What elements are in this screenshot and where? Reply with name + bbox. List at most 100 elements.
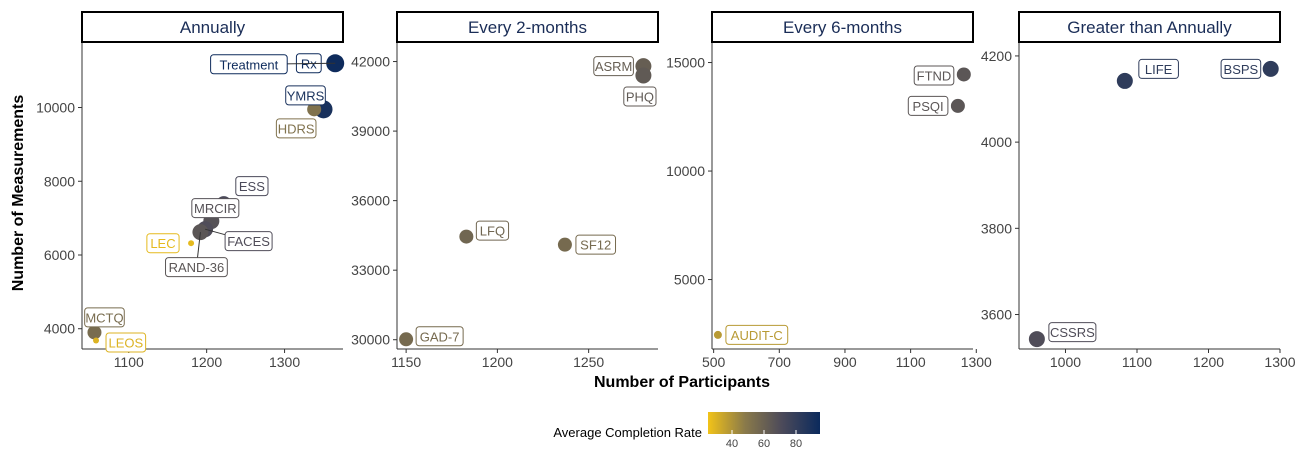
panel-title: Greater than Annually — [1067, 18, 1232, 37]
label-text: LIFE — [1145, 62, 1173, 77]
legend-title: Average Completion Rate — [553, 425, 702, 440]
label-text: BSPS — [1224, 62, 1259, 77]
point-label-ymrs: YMRS — [285, 85, 326, 106]
label-text: GAD-7 — [420, 329, 460, 344]
label-box — [191, 198, 240, 219]
label-box — [913, 65, 955, 86]
point-label-life: LIFE — [1138, 58, 1179, 79]
point-audit-c — [713, 330, 722, 339]
y-tick-label: 4000 — [981, 134, 1012, 150]
label-box — [235, 176, 269, 197]
legend-colorbar — [708, 412, 820, 434]
point-label-faces: FACES — [204, 228, 273, 252]
x-axis-title: Number of Participants — [594, 374, 770, 391]
point-mctq — [87, 325, 102, 340]
label-text: PSQI — [913, 99, 944, 114]
y-tick-label: 36000 — [351, 193, 390, 209]
label-box — [210, 54, 288, 75]
y-tick-label: 3800 — [981, 220, 1012, 236]
point-label-phq: PHQ — [623, 86, 657, 107]
label-box — [105, 332, 147, 353]
y-tick-label: 15000 — [666, 55, 705, 71]
point-label-ftnd: FTND — [913, 65, 955, 86]
label-text: FACES — [227, 234, 270, 249]
label-box — [907, 95, 949, 116]
label-text: ESS — [239, 179, 265, 194]
label-box — [725, 324, 789, 345]
label-box — [146, 233, 180, 254]
point-label-lfq: LFQ — [475, 220, 510, 241]
point-leos — [93, 337, 100, 344]
point-cssrs — [1028, 331, 1045, 348]
label-text: YMRS — [287, 88, 325, 103]
label-box — [224, 231, 273, 252]
panel-strip — [711, 11, 974, 43]
point-label-gad-7: GAD-7 — [415, 326, 464, 347]
x-tick-label: 1200 — [191, 354, 222, 370]
point-phq — [635, 67, 652, 84]
panel-strip — [396, 11, 659, 43]
legend-tick-label: 80 — [790, 438, 802, 450]
label-text: LEOS — [108, 336, 143, 351]
x-tick-label: 1300 — [961, 354, 992, 370]
y-tick-label: 8000 — [44, 173, 75, 189]
point-bsps — [1262, 60, 1279, 77]
point-label-asrm: ASRM — [593, 56, 634, 77]
point-label-mctq: MCTQ — [84, 307, 125, 328]
point-label-leos: LEOS — [105, 332, 147, 353]
x-tick-label: 1100 — [1122, 354, 1152, 370]
point-label-lec: LEC — [146, 233, 180, 254]
legend: Average Completion Rate 40 60 80 — [553, 412, 820, 450]
y-tick-label: 4000 — [44, 321, 75, 337]
label-text: PHQ — [626, 89, 654, 104]
label-text: AUDIT-C — [731, 328, 783, 343]
x-tick-label: 1100 — [896, 354, 926, 370]
panel-title: Every 2-months — [468, 18, 587, 37]
label-text: LFQ — [480, 224, 505, 239]
point-gad-7 — [399, 332, 414, 347]
point-psqi — [950, 98, 965, 113]
y-tick-label: 5000 — [674, 272, 705, 288]
label-box — [593, 56, 634, 77]
x-tick-label: 1100 — [114, 354, 144, 370]
panel-every-6-months: Every 6-months 500 700 900 1100 1300 5000 10000… — [666, 11, 992, 370]
x-tick-label: 1200 — [1193, 354, 1224, 370]
label-box — [285, 85, 326, 106]
point-label-mrcir: MRCIR — [191, 198, 240, 219]
panel-strip — [81, 11, 344, 43]
y-tick-label: 3600 — [981, 307, 1012, 323]
y-tick-label: 10000 — [36, 100, 75, 116]
x-tick-label: 500 — [702, 354, 726, 370]
panel-title: Annually — [180, 18, 246, 37]
y-tick-label: 42000 — [351, 54, 390, 70]
point-label-psqi: PSQI — [907, 95, 949, 116]
label-text: SF12 — [580, 238, 611, 253]
legend-tick-label: 40 — [726, 438, 738, 450]
point-hdrs — [307, 102, 322, 117]
label-box — [623, 86, 657, 107]
label-text: CSSRS — [1050, 325, 1095, 340]
label-text: LEC — [150, 236, 175, 251]
x-tick-label: 1300 — [1264, 354, 1295, 370]
panel-greater-than-annually: Greater than Annually 1000 1100 1200 1300 360… — [981, 11, 1296, 370]
legend-tick-label: 60 — [758, 438, 770, 450]
point-label-ess: ESS — [235, 176, 269, 197]
label-box — [475, 220, 510, 241]
point-label-treatment: Treatment — [210, 54, 336, 75]
y-tick-label: 39000 — [351, 123, 390, 139]
point-lec — [188, 240, 195, 247]
label-box — [275, 118, 317, 139]
x-tick-label: 1200 — [482, 354, 513, 370]
label-box — [1220, 58, 1262, 79]
point-sf12 — [557, 237, 572, 252]
label-text: Treatment — [220, 57, 279, 72]
point-ftnd — [956, 67, 971, 82]
point-label-audit-c: AUDIT-C — [725, 324, 789, 345]
y-tick-label: 33000 — [351, 262, 390, 278]
point-label-sf12: SF12 — [575, 234, 617, 255]
x-tick-label: 900 — [833, 354, 857, 370]
label-box — [1048, 322, 1097, 343]
y-tick-label: 6000 — [44, 247, 75, 263]
x-tick-label: 700 — [768, 354, 792, 370]
